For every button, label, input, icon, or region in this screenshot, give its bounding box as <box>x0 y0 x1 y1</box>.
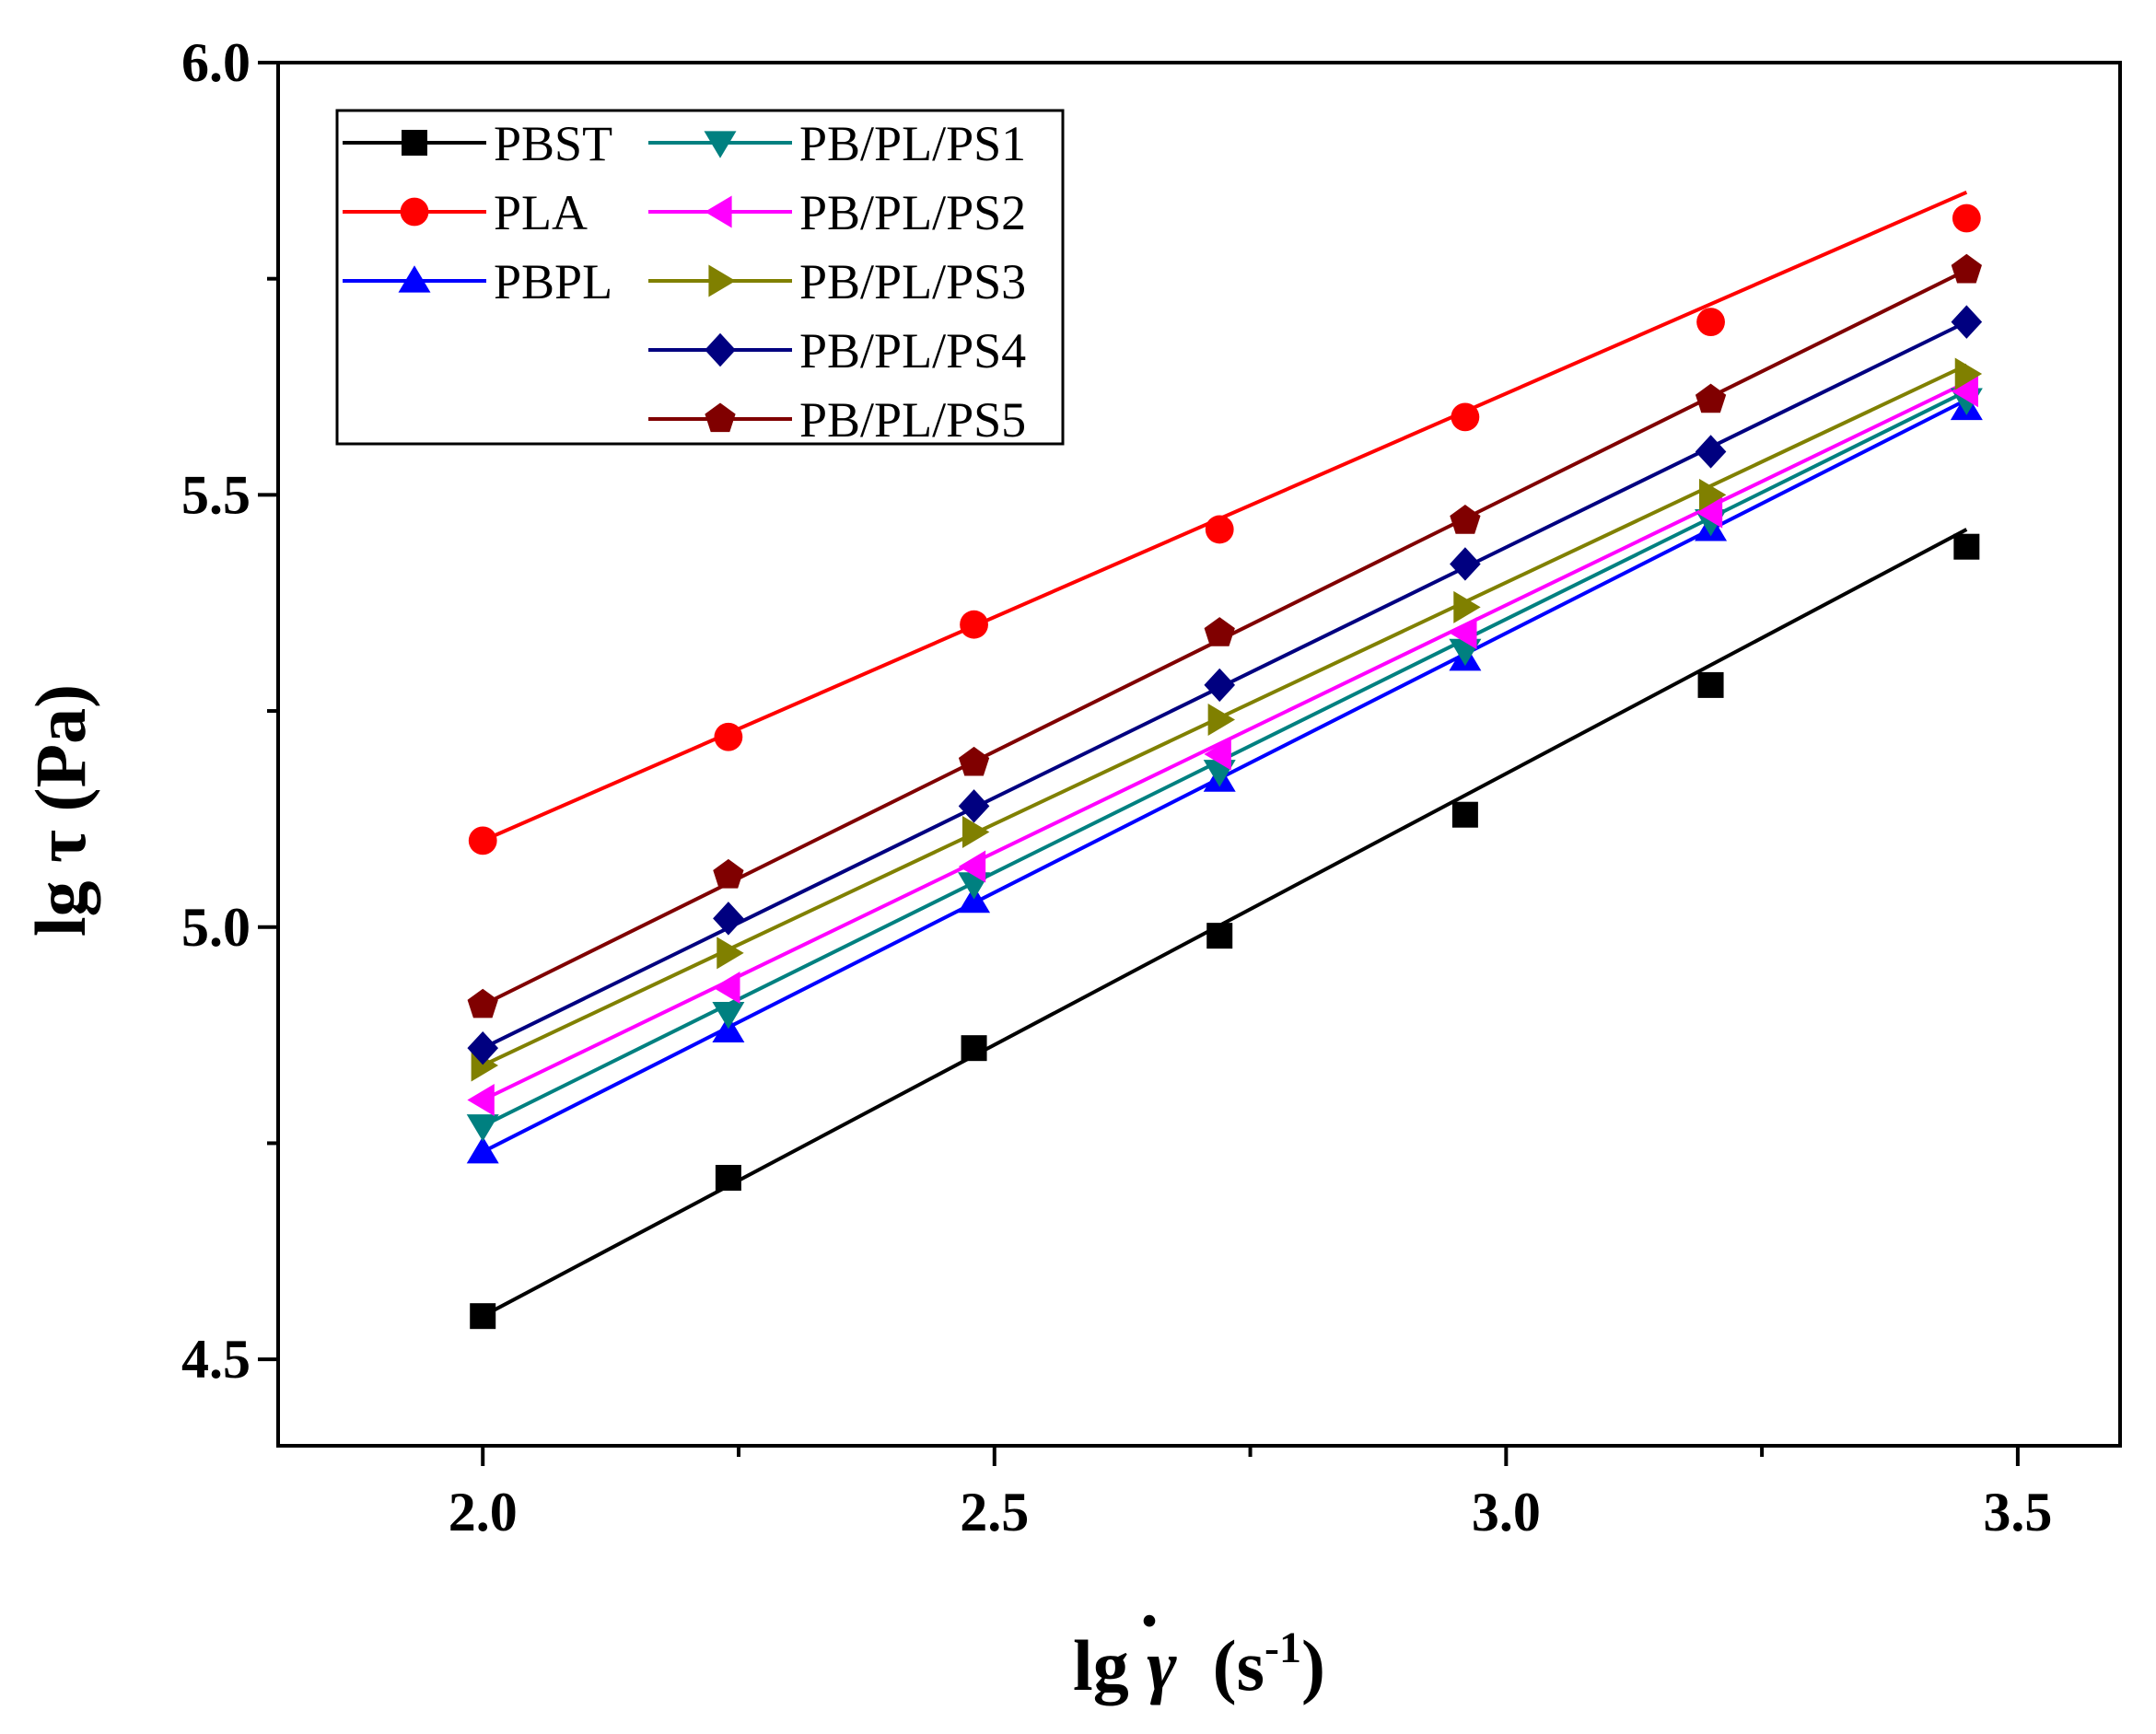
legend-marker-pb-pl-ps4 <box>705 332 736 367</box>
legend-marker-pb-pl-ps3 <box>708 264 736 297</box>
data-point-pb-pl-ps5 <box>1450 505 1481 534</box>
legend-label-pb-pl-ps5: PB/PL/PS5 <box>799 392 1026 448</box>
data-point-pb-pl-ps1 <box>466 1114 499 1142</box>
data-point-pbst <box>1451 801 1478 828</box>
data-point-pb-pl-ps5 <box>713 858 744 889</box>
data-point-pb-pl-ps2 <box>467 1084 495 1116</box>
x-axis-unit-exponent: -1 <box>1264 1623 1301 1672</box>
y-tick-label: 6.0 <box>181 32 251 93</box>
data-point-pla <box>1205 515 1234 544</box>
legend: PBST PLA PBPL PB/PL/PS1 PB/PL/PS2 PB/PL/PS3 PB… <box>335 109 1065 448</box>
data-point-pb-pl-ps3 <box>1954 357 1983 390</box>
tick-labels: 2.0 2.5 3.0 3.5 4.5 5.0 5.5 6.0 <box>181 32 2052 1542</box>
data-point-pb-pl-ps3 <box>1207 703 1236 736</box>
data-point-pla <box>1451 402 1480 432</box>
data-point-pb-pl-ps5 <box>1695 383 1727 413</box>
fit-line-pb-pl-ps2 <box>482 380 1968 1102</box>
x-axis-gamma-dot: · <box>1137 1580 1161 1660</box>
data-point-pb-pl-ps4 <box>1951 305 1983 339</box>
y-tick-label: 5.0 <box>181 897 251 958</box>
x-tick-label: 3.0 <box>1472 1482 1541 1542</box>
data-point-pb-pl-ps3 <box>717 937 744 970</box>
axis-ticks <box>258 61 2020 1466</box>
legend-marker-pbst <box>402 130 427 156</box>
legend-marker-pb-pl-ps1 <box>704 131 737 158</box>
x-axis-title-prefix: lg <box>1073 1625 1147 1705</box>
data-point-pb-pl-ps3 <box>1698 478 1727 511</box>
x-axis-unit-close: ) <box>1301 1625 1325 1705</box>
data-point-pb-pl-ps2 <box>1951 375 1978 408</box>
data-point-pla <box>714 722 743 751</box>
y-tick-label: 4.5 <box>181 1329 251 1390</box>
x-tick-label: 2.0 <box>449 1482 518 1542</box>
data-point-pb-pl-ps3 <box>1453 590 1481 623</box>
legend-label-pb-pl-ps1: PB/PL/PS1 <box>799 116 1026 171</box>
data-point-pb-pl-ps3 <box>961 815 990 848</box>
data-point-pb-pl-ps2 <box>1695 495 1723 529</box>
legend-marker-pb-pl-ps2 <box>705 195 732 228</box>
legend-label-pb-pl-ps2: PB/PL/PS2 <box>799 185 1026 240</box>
data-point-pb-pl-ps4 <box>713 902 744 936</box>
data-point-pb-pl-ps5 <box>1204 617 1235 646</box>
data-point-pb-pl-ps4 <box>1450 547 1481 581</box>
data-point-pb-pl-ps2 <box>713 971 740 1004</box>
data-point-pb-pl-ps1 <box>712 1002 745 1030</box>
data-point-pbst <box>961 1035 987 1062</box>
legend-marker-pb-pl-ps5 <box>705 402 736 433</box>
data-point-pb-pl-ps2 <box>1450 617 1477 650</box>
data-point-pbst <box>1697 671 1724 698</box>
data-point-pbpl <box>466 1136 499 1164</box>
legend-label-pb-pl-ps4: PB/PL/PS4 <box>799 323 1026 378</box>
legend-box <box>335 109 1065 446</box>
legend-label-pbst: PBST <box>494 116 612 171</box>
data-point-pb-pl-ps2 <box>958 850 986 883</box>
data-point-pb-pl-ps2 <box>1204 738 1231 771</box>
data-point-pb-pl-ps4 <box>1695 435 1727 469</box>
legend-label-pbpl: PBPL <box>494 254 612 309</box>
x-tick-label: 2.5 <box>960 1482 1029 1542</box>
data-markers <box>466 204 1983 1330</box>
data-point-pla <box>1952 204 1981 233</box>
legend-label-pb-pl-ps3: PB/PL/PS3 <box>799 254 1026 309</box>
x-axis-gamma: γ <box>1147 1625 1177 1705</box>
data-point-pb-pl-ps5 <box>467 988 498 1018</box>
data-point-pbst <box>1206 923 1233 949</box>
plot-area-frame <box>276 61 2122 1448</box>
legend-marker-pbpl <box>398 265 431 293</box>
y-tick-label: 5.5 <box>181 464 251 525</box>
data-point-pb-pl-ps4 <box>1204 668 1236 703</box>
x-axis-unit-open: (s <box>1177 1625 1264 1705</box>
data-point-pb-pl-ps5 <box>958 746 990 776</box>
x-tick-label: 3.5 <box>1983 1482 2052 1542</box>
data-point-pbst <box>1953 533 1980 560</box>
data-point-pla <box>468 826 497 855</box>
y-axis-title: lg τ (Pa) <box>20 684 100 937</box>
data-point-pb-pl-ps4 <box>958 789 990 823</box>
data-point-pla <box>960 610 988 639</box>
legend-marker-pla <box>400 197 429 227</box>
x-axis-title: lg γ (s-1) <box>1073 1623 1325 1705</box>
data-point-pbst <box>715 1164 741 1191</box>
legend-label-pla: PLA <box>494 185 588 240</box>
data-point-pbst <box>470 1303 496 1330</box>
fit-line-pbst <box>482 528 1968 1318</box>
data-point-pla <box>1696 308 1725 337</box>
data-point-pb-pl-ps4 <box>467 1030 499 1065</box>
data-point-pb-pl-ps5 <box>1951 253 1982 284</box>
